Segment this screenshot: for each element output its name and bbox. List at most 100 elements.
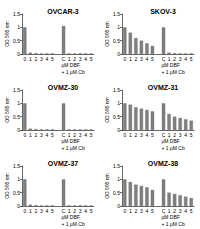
svg-text:0.5: 0.5	[13, 38, 20, 44]
svg-text:4: 4	[184, 208, 187, 214]
svg-text:3: 3	[40, 208, 43, 214]
svg-text:5: 5	[90, 132, 93, 138]
svg-text:5: 5	[190, 208, 193, 214]
svg-text:5: 5	[51, 132, 54, 138]
svg-text:SKOV-3: SKOV-3	[150, 8, 176, 15]
svg-text:5: 5	[151, 56, 154, 62]
svg-text:OD 595 nm: OD 595 nm	[4, 173, 10, 199]
svg-text:1: 1	[29, 56, 32, 62]
svg-text:0.5: 0.5	[113, 114, 120, 120]
svg-text:µM DBF: µM DBF	[61, 214, 79, 220]
svg-text:4: 4	[84, 56, 87, 62]
svg-text:+ 1 µM Cb: + 1 µM Cb	[161, 221, 185, 227]
svg-text:5: 5	[190, 132, 193, 138]
svg-text:C: C	[62, 208, 66, 214]
svg-text:1.5: 1.5	[113, 163, 120, 169]
svg-text:3: 3	[140, 56, 143, 62]
svg-text:C: C	[162, 208, 166, 214]
svg-text:0: 0	[117, 127, 120, 133]
svg-text:2: 2	[173, 56, 176, 62]
svg-text:1.5: 1.5	[13, 87, 20, 93]
svg-text:0.5: 0.5	[13, 114, 20, 120]
svg-text:4: 4	[84, 208, 87, 214]
svg-text:1.5: 1.5	[13, 163, 20, 169]
svg-text:1: 1	[129, 56, 132, 62]
svg-text:1: 1	[129, 132, 132, 138]
svg-text:1: 1	[17, 100, 20, 106]
svg-text:0: 0	[123, 132, 126, 138]
svg-text:4: 4	[146, 132, 149, 138]
svg-text:OVMZ-37: OVMZ-37	[48, 160, 78, 167]
svg-text:2: 2	[73, 132, 76, 138]
svg-text:4: 4	[146, 208, 149, 214]
svg-text:4: 4	[84, 132, 87, 138]
svg-text:4: 4	[184, 132, 187, 138]
svg-text:0: 0	[23, 208, 26, 214]
svg-text:5: 5	[51, 56, 54, 62]
svg-text:0: 0	[17, 203, 20, 209]
svg-text:3: 3	[140, 208, 143, 214]
svg-text:+ 1 µM Cb: + 1 µM Cb	[61, 145, 85, 151]
svg-text:5: 5	[190, 56, 193, 62]
svg-text:1: 1	[168, 208, 171, 214]
svg-text:3: 3	[140, 132, 143, 138]
svg-text:0: 0	[17, 127, 20, 133]
svg-text:OD 595 nm: OD 595 nm	[104, 97, 110, 123]
svg-text:1: 1	[168, 132, 171, 138]
svg-text:4: 4	[46, 56, 49, 62]
svg-text:2: 2	[173, 208, 176, 214]
svg-text:OD 595 nm: OD 595 nm	[4, 97, 10, 123]
svg-text:C: C	[62, 56, 66, 62]
svg-text:OD 595 nm: OD 595 nm	[104, 173, 110, 199]
svg-text:4: 4	[146, 56, 149, 62]
svg-text:1.5: 1.5	[113, 87, 120, 93]
svg-text:1: 1	[68, 56, 71, 62]
svg-text:1.5: 1.5	[113, 11, 120, 17]
svg-text:C: C	[62, 132, 66, 138]
svg-text:4: 4	[46, 208, 49, 214]
svg-text:3: 3	[40, 132, 43, 138]
svg-text:4: 4	[46, 132, 49, 138]
svg-text:5: 5	[151, 132, 154, 138]
svg-text:2: 2	[34, 56, 37, 62]
svg-text:1: 1	[117, 176, 120, 182]
svg-text:1: 1	[117, 100, 120, 106]
svg-text:0: 0	[117, 51, 120, 57]
svg-text:2: 2	[173, 132, 176, 138]
svg-text:2: 2	[34, 132, 37, 138]
svg-text:0.5: 0.5	[13, 190, 20, 196]
svg-text:3: 3	[179, 56, 182, 62]
svg-text:µM DBF: µM DBF	[61, 138, 79, 144]
svg-text:1: 1	[17, 24, 20, 30]
svg-text:3: 3	[79, 208, 82, 214]
svg-text:µM DBF: µM DBF	[161, 138, 179, 144]
svg-text:+ 1 µM Cb: + 1 µM Cb	[61, 221, 85, 227]
svg-text:3: 3	[40, 56, 43, 62]
svg-text:OD 595 nm: OD 595 nm	[104, 21, 110, 47]
svg-text:0: 0	[123, 56, 126, 62]
svg-text:2: 2	[34, 208, 37, 214]
svg-text:2: 2	[73, 56, 76, 62]
svg-text:1: 1	[68, 208, 71, 214]
svg-text:0.5: 0.5	[113, 38, 120, 44]
svg-text:2: 2	[134, 132, 137, 138]
svg-text:2: 2	[73, 208, 76, 214]
svg-text:0.5: 0.5	[113, 190, 120, 196]
svg-text:3: 3	[79, 132, 82, 138]
svg-text:3: 3	[179, 132, 182, 138]
svg-text:5: 5	[90, 208, 93, 214]
svg-text:C: C	[162, 132, 166, 138]
svg-text:1: 1	[168, 56, 171, 62]
svg-text:1.5: 1.5	[13, 11, 20, 17]
svg-text:C: C	[162, 56, 166, 62]
svg-text:5: 5	[90, 56, 93, 62]
svg-text:3: 3	[79, 56, 82, 62]
svg-text:0: 0	[23, 56, 26, 62]
svg-text:1: 1	[17, 176, 20, 182]
svg-text:µM DBF: µM DBF	[161, 214, 179, 220]
svg-text:2: 2	[134, 208, 137, 214]
svg-text:µM DBF: µM DBF	[161, 62, 179, 68]
svg-text:0: 0	[123, 208, 126, 214]
svg-text:1: 1	[129, 208, 132, 214]
svg-text:3: 3	[179, 208, 182, 214]
